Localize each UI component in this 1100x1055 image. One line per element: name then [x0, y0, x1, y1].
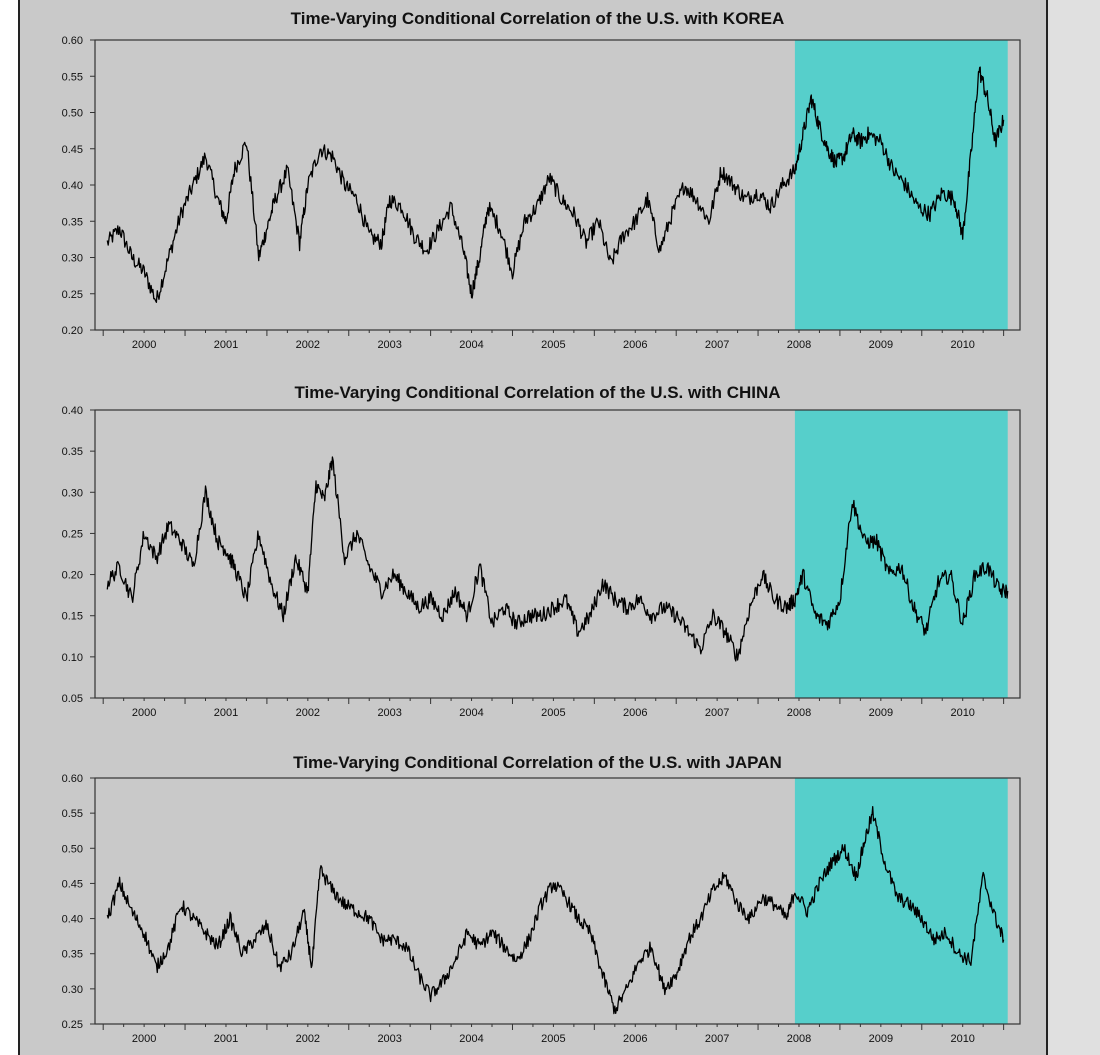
x-tick-label: 2009	[869, 339, 893, 351]
y-tick-label: 0.50	[62, 108, 83, 120]
plot-frame	[94, 409, 1021, 699]
y-tick-label: 0.25	[62, 289, 83, 301]
x-tick-label: 2001	[214, 339, 238, 351]
x-tick-label: 2002	[296, 707, 320, 719]
y-tick-label: 0.55	[62, 808, 83, 820]
x-tick-label: 2009	[869, 1033, 893, 1045]
x-tick-label: 2002	[296, 339, 320, 351]
x-tick-label: 2007	[705, 339, 729, 351]
x-tick-label: 2003	[377, 1033, 401, 1045]
x-tick-label: 2009	[869, 707, 893, 719]
y-tick-label: 0.15	[62, 611, 83, 623]
y-tick-label: 0.60	[62, 35, 83, 47]
x-tick-label: 2004	[459, 1033, 483, 1045]
x-tick-label: 2005	[541, 707, 565, 719]
y-tick-label: 0.40	[62, 180, 83, 192]
chart-3: Time-Varying Conditional Correlation of …	[62, 753, 1021, 1045]
y-tick-label: 0.50	[62, 843, 83, 855]
x-tick-label: 2006	[623, 339, 647, 351]
x-tick-label: 2003	[377, 339, 401, 351]
y-tick-label: 0.20	[62, 325, 83, 337]
x-tick-label: 2010	[950, 339, 974, 351]
y-tick-label: 0.30	[62, 253, 83, 265]
right-margin-strip	[1048, 0, 1100, 1055]
y-tick-label: 0.45	[62, 144, 83, 156]
series-line	[106, 66, 1005, 303]
x-tick-label: 2000	[132, 339, 156, 351]
series-line	[106, 806, 1005, 1015]
y-tick-label: 0.25	[62, 528, 83, 540]
y-tick-label: 0.20	[62, 570, 83, 582]
x-tick-label: 2010	[950, 707, 974, 719]
y-tick-label: 0.10	[62, 652, 83, 664]
x-tick-label: 2005	[541, 1033, 565, 1045]
chart-1: Time-Varying Conditional Correlation of …	[62, 9, 1021, 351]
x-tick-label: 2008	[787, 1033, 811, 1045]
y-tick-label: 0.60	[62, 773, 83, 785]
crisis-shaded-region	[794, 410, 1008, 698]
x-tick-label: 2004	[459, 707, 483, 719]
y-tick-label: 0.35	[62, 216, 83, 228]
crisis-shaded-region	[794, 40, 1008, 330]
y-tick-label: 0.40	[62, 914, 83, 926]
x-tick-label: 2008	[787, 707, 811, 719]
chart-2: Time-Varying Conditional Correlation of …	[62, 383, 1021, 719]
x-tick-label: 2007	[705, 707, 729, 719]
plot-frame	[94, 777, 1021, 1025]
x-tick-label: 2003	[377, 707, 401, 719]
x-tick-label: 2002	[296, 1033, 320, 1045]
x-tick-label: 2008	[787, 339, 811, 351]
x-tick-label: 2006	[623, 1033, 647, 1045]
x-tick-label: 2010	[950, 1033, 974, 1045]
x-tick-label: 2006	[623, 707, 647, 719]
y-tick-label: 0.25	[62, 1019, 83, 1031]
x-tick-label: 2000	[132, 1033, 156, 1045]
y-tick-label: 0.35	[62, 446, 83, 458]
x-tick-label: 2001	[214, 1033, 238, 1045]
x-tick-label: 2005	[541, 339, 565, 351]
y-tick-label: 0.55	[62, 71, 83, 83]
x-tick-label: 2000	[132, 707, 156, 719]
y-tick-label: 0.45	[62, 878, 83, 890]
x-tick-label: 2007	[705, 1033, 729, 1045]
y-tick-label: 0.30	[62, 487, 83, 499]
chart-title: Time-Varying Conditional Correlation of …	[291, 9, 785, 28]
chart-title: Time-Varying Conditional Correlation of …	[294, 383, 780, 402]
chart-title: Time-Varying Conditional Correlation of …	[293, 753, 782, 772]
x-tick-label: 2004	[459, 339, 483, 351]
y-tick-label: 0.35	[62, 949, 83, 961]
x-tick-label: 2001	[214, 707, 238, 719]
y-tick-label: 0.30	[62, 984, 83, 996]
y-tick-label: 0.05	[62, 693, 83, 705]
y-tick-label: 0.40	[62, 405, 83, 417]
series-line	[106, 456, 1009, 662]
